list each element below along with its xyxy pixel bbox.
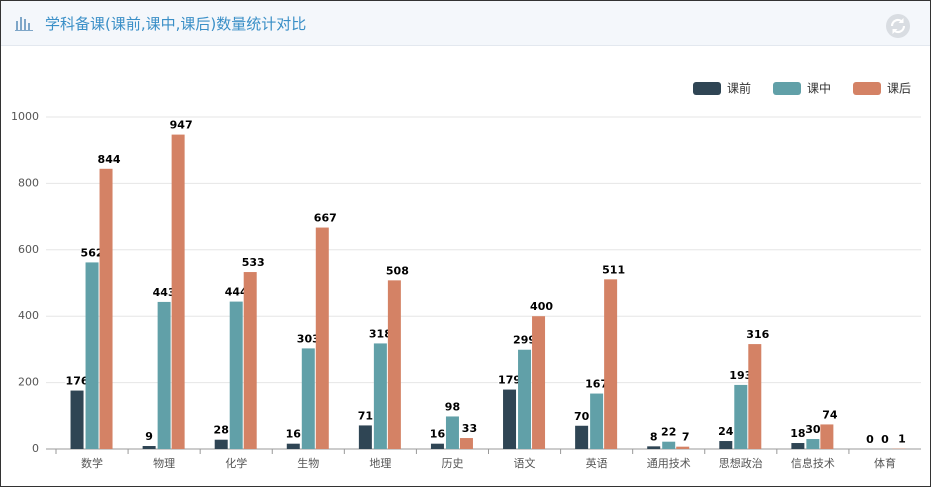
bar <box>459 438 473 449</box>
legend-swatch <box>693 82 721 95</box>
data-label: 316 <box>746 328 769 341</box>
y-tick-label: 1000 <box>11 110 39 123</box>
bar <box>748 344 762 449</box>
legend-label: 课后 <box>887 82 911 96</box>
data-label: 299 <box>513 334 536 347</box>
bar <box>301 348 315 449</box>
data-label: 0 <box>866 433 874 446</box>
data-label: 400 <box>530 300 553 313</box>
x-tick-label: 思想政治 <box>719 456 763 470</box>
bar <box>676 446 690 449</box>
data-label: 667 <box>314 212 337 225</box>
bar <box>503 389 517 449</box>
bar <box>719 441 733 449</box>
y-tick-label: 800 <box>18 176 39 189</box>
y-tick-label: 400 <box>18 309 39 322</box>
bar <box>806 439 820 449</box>
bar <box>387 280 401 449</box>
bar <box>518 349 532 449</box>
data-label: 444 <box>225 286 248 299</box>
chart-icon <box>15 17 33 31</box>
bar <box>604 279 618 449</box>
data-label: 844 <box>98 153 121 166</box>
bar <box>229 301 243 449</box>
y-tick-label: 200 <box>18 376 39 389</box>
x-tick-label: 语文 <box>514 456 536 470</box>
y-tick-label: 0 <box>32 442 39 455</box>
bar <box>430 443 444 449</box>
x-tick-label: 信息技术 <box>791 456 835 470</box>
panel-title: 学科备课(课前,课中,课后)数量统计对比 <box>45 15 307 33</box>
data-label: 193 <box>729 369 752 382</box>
legend-swatch <box>773 82 801 95</box>
bar <box>373 343 387 449</box>
bar <box>85 262 99 449</box>
data-label: 562 <box>81 246 104 259</box>
legend-label: 课前 <box>727 81 751 96</box>
data-label: 8 <box>650 430 658 443</box>
data-label: 303 <box>297 332 320 345</box>
x-tick-label: 化学 <box>225 456 247 470</box>
bar <box>791 443 805 449</box>
data-label: 167 <box>585 378 608 391</box>
data-label: 0 <box>881 433 889 446</box>
data-label: 70 <box>574 410 590 423</box>
bar <box>358 425 372 449</box>
bar <box>99 168 113 449</box>
bar <box>214 439 228 449</box>
x-tick-label: 物理 <box>153 456 175 470</box>
x-tick-label: 地理 <box>369 457 391 470</box>
data-label: 18 <box>790 427 805 440</box>
legend-label: 课中 <box>807 81 831 96</box>
legend-swatch <box>853 82 881 95</box>
x-tick-label: 生物 <box>297 456 319 470</box>
bar <box>445 416 459 449</box>
data-label: 533 <box>242 256 265 269</box>
data-label: 443 <box>153 286 176 299</box>
x-tick-label: 体育 <box>874 456 896 470</box>
data-label: 511 <box>602 263 625 276</box>
bar <box>820 424 834 449</box>
bar <box>590 393 604 449</box>
bar <box>315 227 329 449</box>
data-label: 947 <box>170 119 193 132</box>
bar <box>532 316 546 449</box>
panel-header: 学科备课(课前,课中,课后)数量统计对比 <box>1 1 930 46</box>
bar <box>243 272 257 449</box>
data-label: 33 <box>462 422 477 435</box>
data-label: 24 <box>718 425 734 438</box>
x-tick-label: 数学 <box>81 456 103 470</box>
bar <box>575 425 589 449</box>
data-label: 176 <box>66 375 89 388</box>
data-label: 179 <box>498 374 521 387</box>
data-label: 9 <box>145 430 153 443</box>
bar <box>662 441 676 449</box>
data-label: 74 <box>822 408 838 421</box>
data-label: 1 <box>898 433 906 446</box>
data-label: 7 <box>682 431 690 444</box>
data-label: 22 <box>661 426 676 439</box>
refresh-button[interactable] <box>885 13 911 39</box>
bar <box>157 301 171 449</box>
data-label: 16 <box>430 428 446 441</box>
data-label: 508 <box>386 264 409 277</box>
data-label: 98 <box>445 400 460 413</box>
bar <box>142 446 156 449</box>
x-tick-label: 英语 <box>586 456 608 470</box>
data-label: 16 <box>286 428 302 441</box>
bar <box>171 134 185 449</box>
data-label: 30 <box>805 423 821 436</box>
y-tick-label: 600 <box>18 243 39 256</box>
bar <box>286 443 300 449</box>
bar <box>647 446 661 449</box>
x-tick-label: 通用技术 <box>647 457 691 470</box>
x-tick-label: 历史 <box>441 457 463 470</box>
bar <box>734 384 748 449</box>
data-label: 71 <box>358 409 373 422</box>
data-label: 318 <box>369 327 392 340</box>
bar <box>70 390 84 449</box>
data-label: 28 <box>214 424 229 437</box>
